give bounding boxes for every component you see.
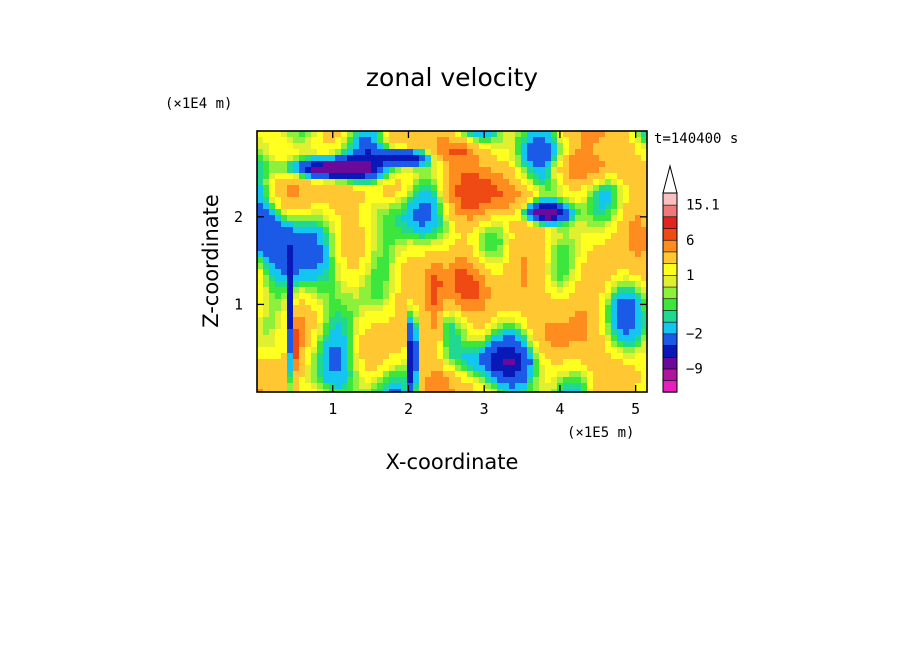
colorbar-swatch (662, 298, 678, 311)
colorbar-swatch (662, 321, 678, 335)
colorbar-label: 1 (686, 268, 694, 284)
colorbar-swatch (662, 333, 678, 346)
x-unit-label: (×1E5 m) (567, 425, 634, 441)
y-axis: 12 (234, 208, 647, 313)
x-tick-label: 4 (555, 400, 564, 418)
x-axis-label: X-coordinate (386, 450, 519, 474)
x-tick-label: 1 (328, 400, 337, 418)
colorbar-label: −2 (686, 326, 703, 342)
colorbar-swatch (662, 356, 678, 370)
colorbar-swatch (662, 368, 678, 381)
x-axis: 1 2 3 4 5 (328, 131, 640, 418)
colorbar-swatch (662, 216, 678, 229)
y-tick-label: 1 (234, 295, 243, 313)
x-tick-label: 5 (631, 400, 640, 418)
colorbar-swatch (662, 286, 678, 300)
colorbar-swatch (662, 204, 678, 218)
colorbar-swatch (662, 239, 678, 253)
colorbar-swatch (662, 262, 678, 276)
x-tick-label: 2 (404, 400, 413, 418)
colorbar-swatch (662, 251, 678, 264)
plot-frame (256, 130, 648, 393)
time-label: t=140400 s (654, 131, 738, 147)
colorbar-swatch (662, 227, 678, 241)
colorbar-swatch (662, 192, 678, 206)
colorbar-swatch (662, 309, 678, 323)
y-tick-label: 2 (234, 208, 243, 226)
colorbar-label: 15.1 (686, 198, 720, 214)
colorbar-frame (662, 192, 678, 393)
y-unit-label: (×1E4 m) (165, 96, 232, 112)
colorbar-extend-arrow (662, 164, 678, 194)
colorbar-swatch (662, 344, 678, 358)
chart-title: zonal velocity (366, 63, 538, 92)
x-tick-label: 3 (480, 400, 489, 418)
colorbar-label: 6 (686, 233, 694, 249)
colorbar-swatch (662, 379, 678, 393)
colorbar-label: −9 (686, 362, 703, 378)
colorbar: 15.1 6 1 −2 −9 (662, 164, 720, 393)
contour-field (257, 131, 647, 392)
y-axis-label: Z-coordinate (199, 194, 223, 328)
colorbar-swatch (662, 274, 678, 288)
